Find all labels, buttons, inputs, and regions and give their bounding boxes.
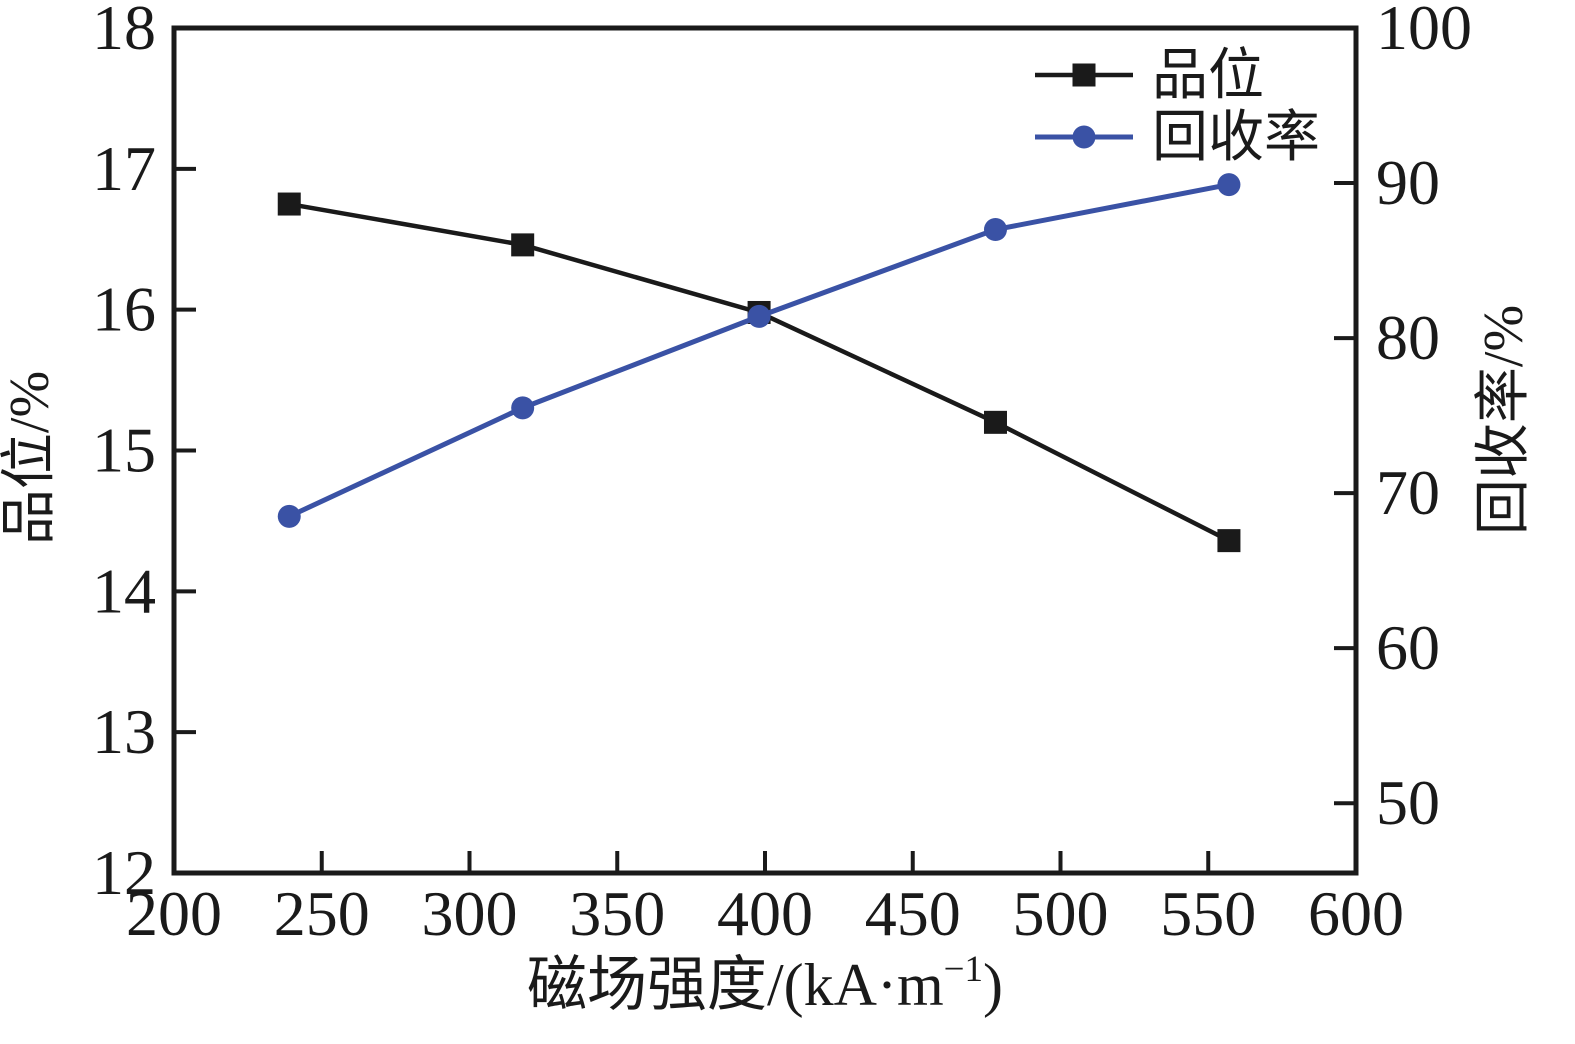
left-axis-title: 品位/% — [0, 371, 61, 545]
x-tick-label: 550 — [1160, 878, 1256, 949]
axis-titles: 磁场强度/(kA·m−1) 品位/% 回收率/% — [0, 305, 1535, 1018]
right-y-tick-label: 90 — [1376, 147, 1440, 218]
left-y-tick-label: 17 — [92, 133, 156, 204]
x-tick-label: 600 — [1308, 878, 1404, 949]
data-point-circle — [511, 396, 535, 420]
right-y-tick-label: 100 — [1376, 0, 1472, 63]
series-line-回收率 — [288, 182, 1230, 519]
x-tick-label: 400 — [717, 878, 813, 949]
right-axis-tick-labels: 50 60 70 80 90 100 — [1376, 0, 1472, 838]
x-tick-label: 200 — [126, 878, 222, 949]
series-line-品位 — [288, 201, 1230, 543]
legend-label-回收率: 回收率 — [1152, 107, 1320, 169]
left-axis-tick-labels: 12 13 14 15 16 17 18 — [92, 0, 156, 908]
left-y-tick-label: 13 — [92, 696, 156, 767]
right-y-tick-label: 50 — [1376, 767, 1440, 838]
data-point-circle — [983, 218, 1007, 242]
left-axis-ticks — [174, 26, 196, 875]
data-point-square — [277, 192, 301, 216]
right-y-tick-label: 80 — [1376, 302, 1440, 373]
left-y-tick-label: 16 — [92, 274, 156, 345]
x-tick-label: 300 — [422, 878, 518, 949]
left-y-tick-label: 15 — [92, 415, 156, 486]
data-point-square — [1217, 529, 1241, 553]
x-tick-label: 350 — [569, 878, 665, 949]
x-tick-label: 250 — [274, 878, 370, 949]
x-axis-tick-labels: 200 250 300 350 400 450 500 550 600 — [126, 878, 1404, 949]
data-point-circle — [1217, 173, 1241, 197]
legend-marker-circle — [1072, 125, 1096, 149]
right-y-tick-label: 60 — [1376, 612, 1440, 683]
data-point-square — [511, 233, 535, 257]
x-tick-label: 450 — [865, 878, 961, 949]
data-point-square — [983, 410, 1007, 434]
x-axis-title: 磁场强度/(kA·m−1) — [527, 949, 1003, 1018]
legend-label-品位: 品位 — [1152, 45, 1264, 107]
right-axis-ticks — [1334, 26, 1356, 806]
left-y-tick-label: 12 — [92, 837, 156, 908]
x-tick-label: 500 — [1013, 878, 1109, 949]
data-point-circle — [747, 304, 771, 328]
series-回收率 — [277, 173, 1241, 528]
right-axis-title: 回收率/% — [1473, 305, 1535, 535]
left-y-tick-label: 18 — [92, 0, 156, 63]
legend-marker-square — [1072, 63, 1096, 87]
x-axis-ticks — [172, 851, 1358, 873]
data-point-circle — [277, 504, 301, 528]
left-y-tick-label: 14 — [92, 555, 156, 626]
series-品位 — [277, 192, 1241, 553]
right-y-tick-label: 70 — [1376, 457, 1440, 528]
